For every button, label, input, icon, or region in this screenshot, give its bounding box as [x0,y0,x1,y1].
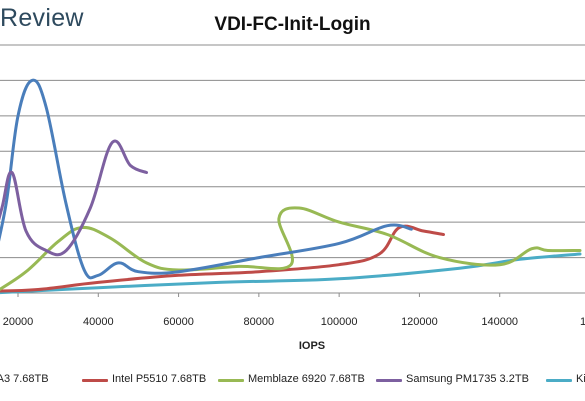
legend-swatch-2 [218,379,244,382]
x-tick-label-4: 100000 [321,316,358,328]
tick-layer: 20000 40000 60000 80000 100000 120000 140000 1 [3,293,585,328]
legend-label-0: PM9A3 7.68TB [0,373,49,385]
legend-label-2: Memblaze 6920 7.68TB [248,373,365,385]
chart-legend: PM9A3 7.68TB Intel P5510 7.68TB Memblaze 6… [0,371,585,391]
x-tick-label-3: 80000 [244,316,275,328]
legend-label-4: Ki [576,373,585,385]
chart-title-text: VDI-FC-Init-Login [214,14,371,35]
brand-logo-text: Review [0,4,84,32]
chart-title: VDI-FC-Init-Login [0,14,585,36]
legend-swatch-1 [82,379,108,382]
series-line-3 [0,139,148,257]
x-tick-label-2: 60000 [163,316,194,328]
series-layer [0,78,582,295]
x-tick-label-5: 120000 [401,316,438,328]
x-tick-label-clipped: 1 [580,316,585,328]
x-tick-label-1: 40000 [83,316,114,328]
x-tick-label-6: 140000 [481,316,518,328]
legend-swatch-3 [376,379,402,382]
series-line-0 [0,78,413,280]
x-tick-label-0: 20000 [3,316,34,328]
legend-label-1: Intel P5510 7.68TB [112,373,207,385]
series-line-1 [0,224,445,293]
legend-label-3: Samsung PM1735 3.2TB [406,373,529,385]
legend-swatch-4 [546,379,572,382]
x-axis-label: IOPS [299,340,325,352]
